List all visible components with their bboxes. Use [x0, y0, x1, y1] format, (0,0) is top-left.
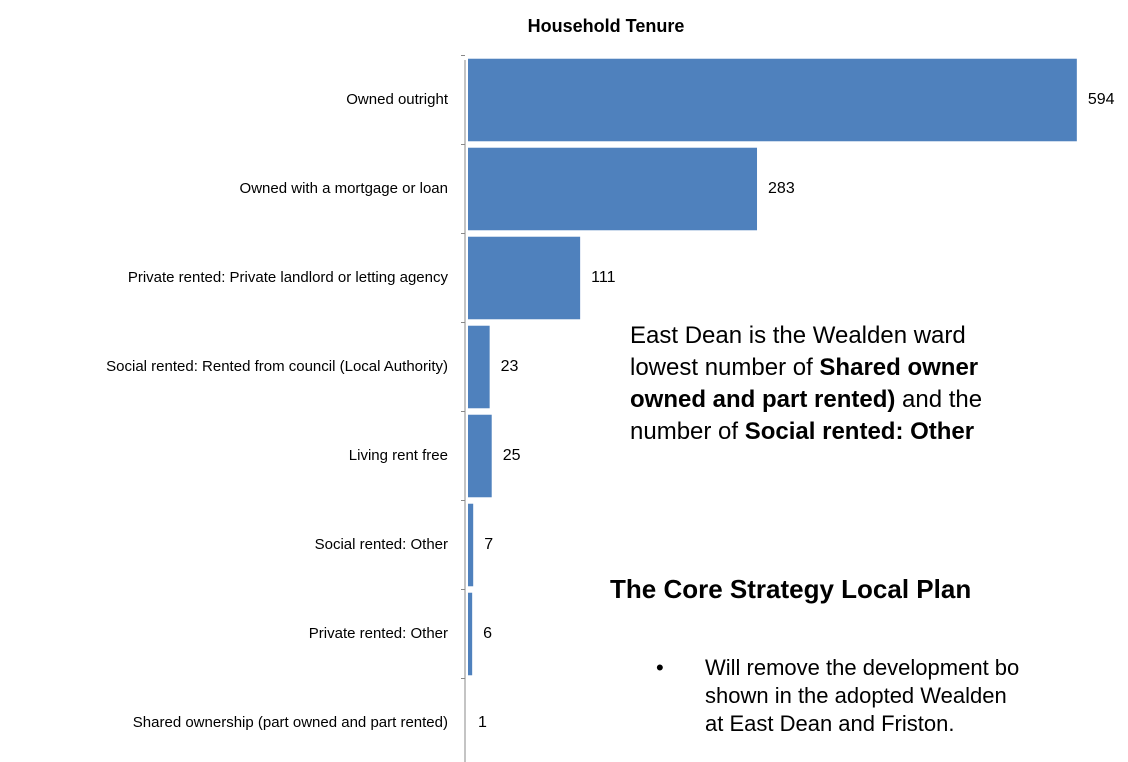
bullet-text: Will remove the development bo shown in t…	[705, 654, 1019, 738]
paragraph-line: owned and part rented) and the	[630, 384, 982, 416]
text-run: lowest number of	[630, 354, 820, 381]
paragraph-line: number of Social rented: Other	[630, 416, 982, 448]
y-tick-label: Social rented: Rented from council (Loca…	[106, 358, 448, 375]
paragraph: East Dean is the Wealden ward lowest numb…	[630, 320, 982, 448]
bullet-line: shown in the adopted Wealden	[705, 683, 1007, 708]
value-label: 6	[483, 625, 492, 642]
bullet-line: at East Dean and Friston.	[705, 711, 955, 736]
text-run: number of	[630, 418, 745, 445]
value-label: 111	[591, 269, 615, 286]
bar	[466, 145, 760, 233]
bullet-line: Will remove the development bo	[705, 655, 1020, 680]
bullet: •	[656, 655, 664, 680]
text-run: owned and part rented)	[630, 386, 896, 413]
y-tick-label: Social rented: Other	[315, 536, 448, 553]
bar	[466, 234, 583, 322]
bar	[466, 679, 470, 762]
bar	[466, 323, 492, 411]
value-label: 7	[484, 536, 493, 553]
bar	[466, 590, 475, 678]
heading: The Core Strategy Local Plan	[610, 574, 972, 604]
y-tick-label: Private rented: Other	[309, 625, 448, 642]
bar	[466, 412, 494, 500]
y-tick-label: Shared ownership (part owned and part re…	[133, 714, 448, 731]
bar	[466, 56, 1079, 144]
y-tick-label: Private rented: Private landlord or lett…	[128, 269, 449, 286]
text-run: Shared owner	[819, 354, 979, 381]
chart-title: Household Tenure	[528, 16, 685, 36]
y-tick-label: Owned with a mortgage or loan	[240, 180, 448, 197]
value-label: 25	[503, 447, 521, 464]
text-run: East Dean is the Wealden ward	[630, 322, 966, 349]
value-label: 23	[501, 358, 519, 375]
paragraph-line: lowest number of Shared owner	[630, 352, 982, 384]
y-tick-label: Living rent free	[349, 447, 448, 464]
text-run: and the	[895, 386, 983, 413]
value-label: 594	[1088, 91, 1115, 108]
text-run: Social rented: Other	[744, 418, 975, 445]
value-label: 1	[478, 714, 487, 731]
paragraph-line: East Dean is the Wealden ward	[630, 320, 982, 352]
bar	[466, 501, 476, 589]
y-tick-label: Owned outright	[346, 91, 449, 108]
value-label: 283	[768, 180, 795, 197]
